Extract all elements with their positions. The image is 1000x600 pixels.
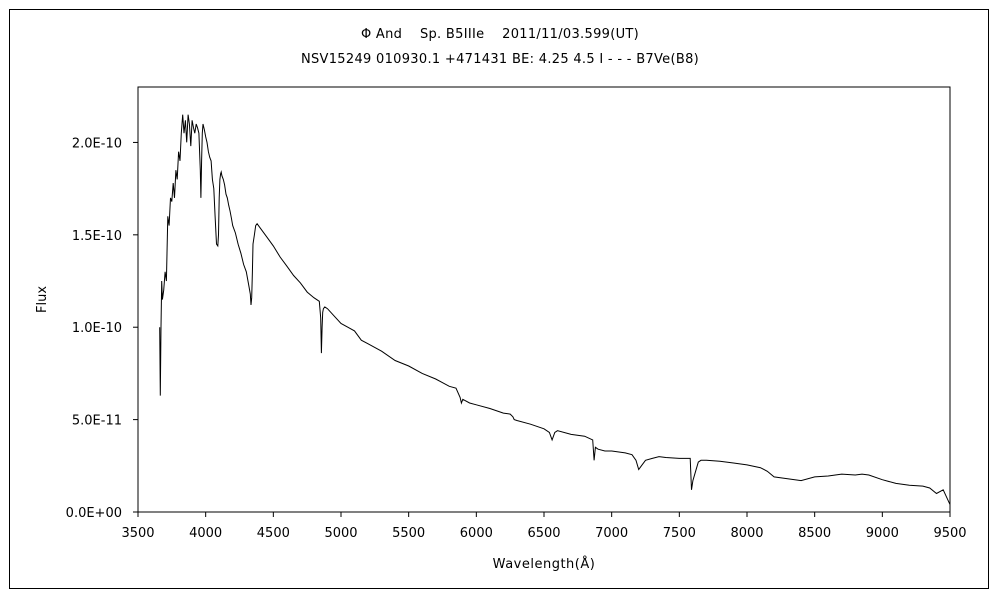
x-tick-label: 5500 (392, 526, 425, 541)
y-axis: 0.0E+00 5.0E-11 1.0E-10 1.5E-10 2.0E-10 (66, 136, 138, 521)
y-axis-label: Flux (35, 286, 50, 313)
x-tick-label: 9500 (933, 526, 966, 541)
x-axis-label: Wavelength(Å) (493, 556, 596, 572)
x-tick-label: 8000 (730, 526, 763, 541)
x-tick-label: 8500 (798, 526, 831, 541)
plot-area (137, 86, 951, 513)
chart-title: Φ And Sp. B5IIIe 2011/11/03.599(UT) (360, 27, 640, 42)
y-tick-label: 0.0E+00 (66, 506, 122, 521)
chart-frame (9, 9, 989, 589)
x-tick-label: 3500 (121, 526, 154, 541)
y-tick-label: 1.5E-10 (72, 229, 122, 244)
chart-subtitle: NSV15249 010930.1 +471431 BE: 4.25 4.5 I… (300, 52, 700, 67)
x-tick-label: 7500 (663, 526, 696, 541)
x-tick-label: 4500 (257, 526, 290, 541)
x-axis: 3500 4000 4500 5000 5500 6000 6500 7000 7500 8000… (121, 512, 967, 541)
x-tick-label: 6500 (527, 526, 560, 541)
x-tick-label: 5000 (324, 526, 357, 541)
x-tick-label: 4000 (189, 526, 222, 541)
x-tick-label: 9000 (866, 526, 899, 541)
x-tick-label: 6000 (460, 526, 493, 541)
x-tick-label: 7000 (595, 526, 628, 541)
spectrum-series-line (159, 114, 951, 505)
y-tick-label: 2.0E-10 (72, 136, 122, 151)
y-tick-label: 1.0E-10 (72, 321, 122, 336)
y-tick-label: 5.0E-11 (72, 414, 122, 429)
